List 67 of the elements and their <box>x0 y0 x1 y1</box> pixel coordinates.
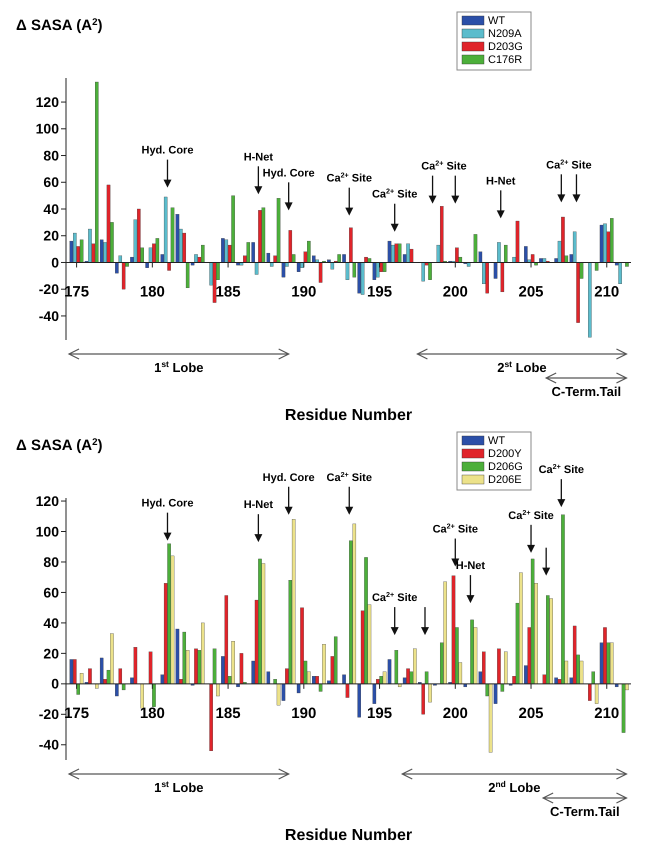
annotation: Ca$^{2+}$ Site <box>421 160 467 173</box>
x-tick-label: 180 <box>140 283 165 300</box>
annotation: Ca$^{2+}$ Site <box>372 188 418 201</box>
y-tick-label: 60 <box>43 584 60 600</box>
legend-label: C176R <box>488 54 522 66</box>
annotation: H-Net <box>486 175 516 188</box>
y-tick-label: 80 <box>43 554 60 570</box>
y-axis-title: Δ SASA (A$^{2}$) <box>16 16 102 34</box>
text: 1$^{st}$ Lobe <box>154 779 204 795</box>
y-tick-label: 20 <box>43 645 60 662</box>
text: 1$^{st}$ Lobe <box>154 359 204 375</box>
x-tick-label: 205 <box>518 283 544 300</box>
legend-label: N209A <box>488 28 522 40</box>
legend-label: D203G <box>488 41 523 53</box>
x-axis-title: Residue Number <box>284 827 412 844</box>
legend-label: D206G <box>488 461 523 473</box>
annotation: Hyd. Core <box>142 498 194 510</box>
x-tick-label: 190 <box>291 283 316 300</box>
legend-label: WT <box>488 435 506 447</box>
y-tick-label: 120 <box>36 492 60 509</box>
text: C-Term.Tail <box>550 804 620 819</box>
x-tick-label: 185 <box>216 704 241 722</box>
x-tick-label: 200 <box>442 704 468 722</box>
annotation: Ca$^{2+}$ Site <box>326 172 372 185</box>
annotation: Hyd. Core <box>142 144 194 157</box>
legend-label: D200Y <box>488 448 522 460</box>
x-tick-label: 195 <box>367 283 392 300</box>
legend-label: D206E <box>488 474 522 486</box>
x-tick-label: 210 <box>594 704 620 722</box>
y-tick-label: 80 <box>43 147 60 164</box>
text: 2$^{nd}$ Lobe <box>488 779 540 795</box>
x-tick-label: 210 <box>594 283 620 300</box>
legend-label: WT <box>488 15 506 27</box>
y-axis-title: Δ SASA (A$^{2}$) <box>16 436 102 454</box>
y-tick-label: -20 <box>38 706 60 722</box>
x-tick-label: 200 <box>442 283 468 300</box>
annotation: H-Net <box>244 151 274 164</box>
y-tick-label: -40 <box>38 308 60 324</box>
y-tick-label: 100 <box>36 120 60 137</box>
y-tick-label: 20 <box>43 228 60 244</box>
text: Ca$^{2+}$ Site <box>326 470 372 484</box>
text: C-Term.Tail <box>552 384 622 399</box>
annotation: Ca$^{2+}$ Site <box>432 522 478 536</box>
text: Ca$^{2+}$ Site <box>538 463 584 476</box>
y-tick-label: 100 <box>36 523 60 540</box>
x-tick-label: 185 <box>216 283 241 300</box>
y-tick-label: 120 <box>36 94 60 110</box>
x-tick-label: 205 <box>518 704 544 722</box>
x-tick-label: 195 <box>367 704 392 722</box>
text: Hyd. Core <box>262 472 315 484</box>
annotation: Ca$^{2+}$ Site <box>372 591 418 604</box>
annotation: Ca$^{2+}$ Site <box>546 158 592 172</box>
x-tick-label: 180 <box>140 704 165 722</box>
annotation: H-Net <box>244 499 274 512</box>
x-axis-title: Residue Number <box>284 407 412 424</box>
annotation: Ca$^{2+}$ Site <box>508 508 554 522</box>
y-tick-label: -40 <box>38 736 60 753</box>
y-tick-label: 40 <box>43 200 60 217</box>
y-tick-label: -20 <box>38 281 60 298</box>
annotation: Hyd. Core <box>262 167 315 180</box>
text: 2$^{st}$ Lobe <box>497 359 547 375</box>
annotation: H-Net <box>456 560 486 572</box>
y-tick-label: 0 <box>51 676 60 692</box>
y-tick-label: 40 <box>43 614 60 631</box>
y-tick-label: 0 <box>51 254 60 270</box>
y-tick-label: 60 <box>43 174 60 190</box>
x-tick-label: 190 <box>291 704 316 722</box>
